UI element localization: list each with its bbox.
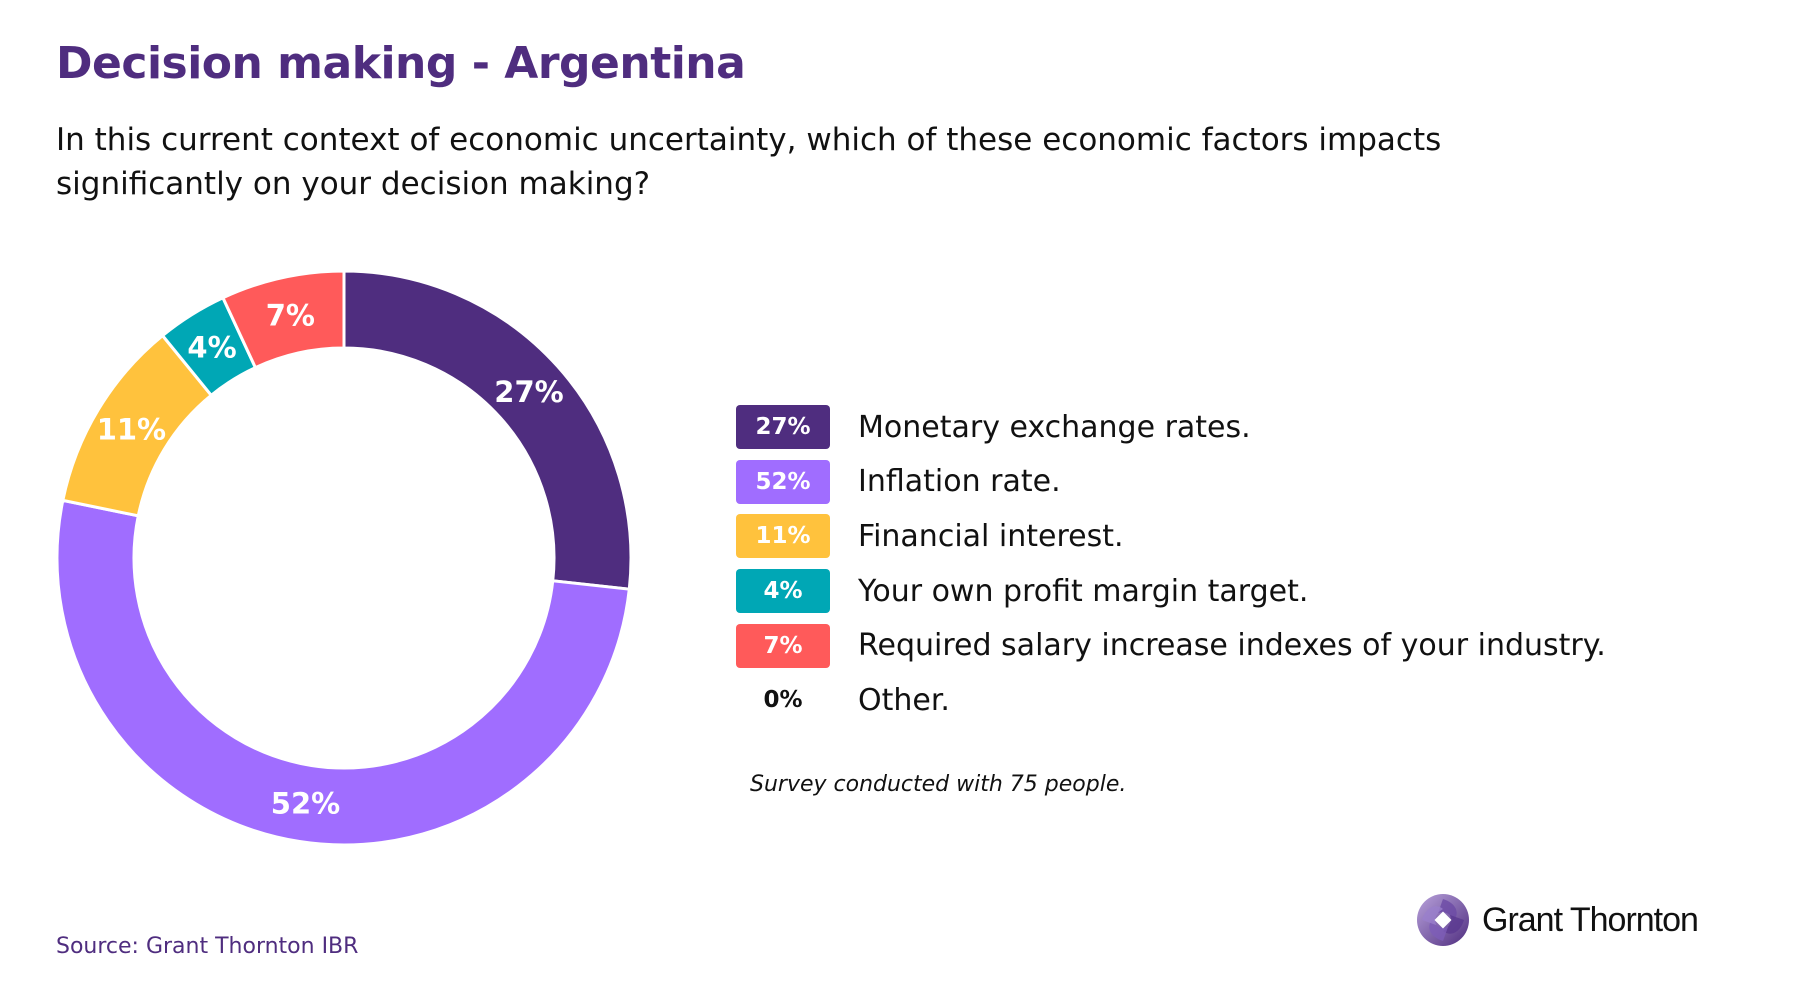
- legend-label: Your own profit margin target.: [858, 573, 1309, 609]
- donut-slice: [220, 269, 346, 370]
- slice-data-label: 52%: [271, 787, 340, 821]
- legend-label: Inflation rate.: [858, 464, 1061, 500]
- slice-data-label: 4%: [187, 330, 236, 364]
- legend-label: Required salary increase indexes of your…: [858, 628, 1606, 664]
- donut-slice: [55, 498, 631, 847]
- slice-data-label: 27%: [494, 375, 563, 409]
- legend-item: 7% Required salary increase indexes of yo…: [736, 618, 1606, 673]
- chart-subtitle: In this current context of economic unce…: [56, 122, 1442, 202]
- legend-value-badge: 11%: [736, 514, 830, 559]
- slice-data-label: 11%: [97, 412, 166, 446]
- donut-slice: [342, 269, 633, 591]
- legend-item: 0% Other.: [736, 673, 1606, 728]
- legend: 27% Monetary exchange rates. 52% Inflation …: [736, 400, 1606, 728]
- page-title: Decision making - Argentina: [56, 38, 746, 89]
- logo-text: Grant Thornton: [1482, 900, 1699, 939]
- legend-value-badge: 7%: [736, 623, 830, 668]
- legend-value-badge: 52%: [736, 459, 830, 504]
- source-text: Source: Grant Thornton IBR: [56, 934, 359, 959]
- grant-thornton-logo: Grant Thornton: [1416, 893, 1699, 947]
- legend-value-badge: 0%: [763, 687, 803, 714]
- donut-chart: 27% 52% 11% 4% 7%: [55, 269, 633, 847]
- legend-label: Monetary exchange rates.: [858, 409, 1251, 445]
- legend-item: 52% Inflation rate.: [736, 455, 1606, 510]
- grant-thornton-swirl-icon: [1417, 894, 1469, 946]
- legend-label: Other.: [858, 682, 950, 718]
- legend-value-badge: 27%: [736, 405, 830, 450]
- legend-item: 11% Financial interest.: [736, 509, 1606, 564]
- legend-item: 27% Monetary exchange rates.: [736, 400, 1606, 455]
- legend-label: Financial interest.: [858, 518, 1124, 554]
- slice-data-label: 7%: [266, 298, 315, 332]
- survey-note: Survey conducted with 75 people.: [750, 772, 1127, 797]
- legend-item: 4% Your own profit margin target.: [736, 564, 1606, 619]
- legend-value-badge: 4%: [736, 569, 830, 614]
